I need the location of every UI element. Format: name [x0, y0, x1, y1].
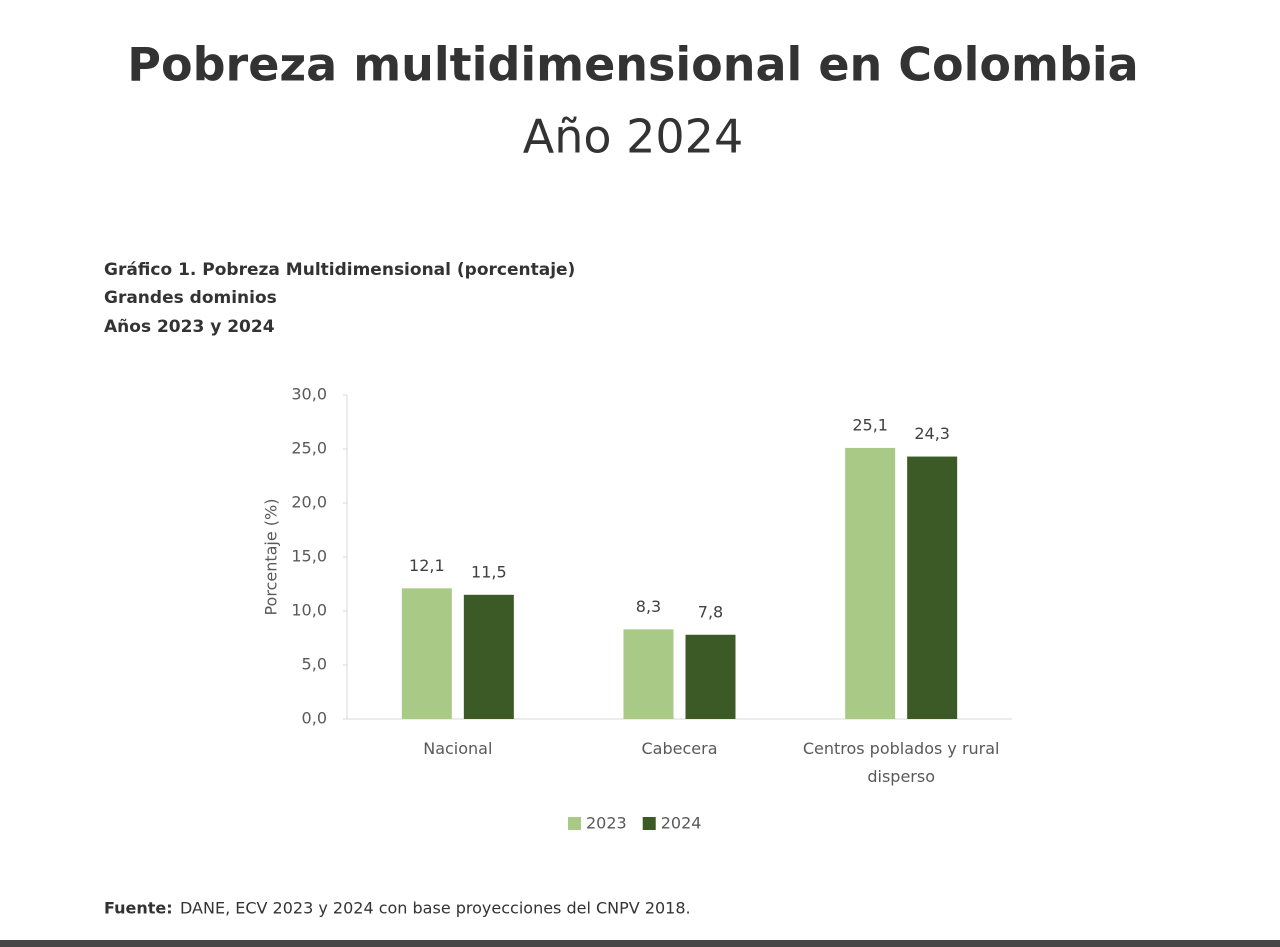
data-label: 7,8 [698, 602, 723, 621]
legend-label: 2024 [661, 814, 702, 833]
y-tick-label: 20,0 [291, 493, 327, 512]
legend-swatch [568, 817, 581, 830]
x-tick-label: Centros poblados y rural disperso [803, 739, 1000, 786]
bar [623, 629, 674, 719]
y-tick-label: 5,0 [302, 655, 327, 674]
chart-subtitle: Grandes dominios [104, 288, 277, 308]
data-label: 11,5 [471, 562, 507, 581]
bar [463, 594, 514, 719]
bar [845, 447, 896, 719]
page-title: Pobreza multidimensional en Colombia [127, 38, 1138, 92]
y-tick-label: 25,0 [291, 439, 327, 458]
data-label: 25,1 [852, 415, 888, 434]
page-subtitle: Año 2024 [523, 110, 743, 164]
bottom-bar [0, 940, 1280, 947]
bar [401, 588, 452, 719]
bar [907, 456, 958, 719]
chart-subtitle: Años 2023 y 2024 [104, 317, 275, 337]
y-tick-label: 0,0 [302, 709, 327, 728]
data-label: 12,1 [409, 556, 445, 575]
source-label: Fuente: [104, 899, 173, 918]
chart-title: Gráfico 1. Pobreza Multidimensional (por… [104, 260, 575, 280]
y-axis-label: Porcentaje (%) [262, 498, 281, 615]
legend-label: 2023 [586, 814, 627, 833]
x-tick-label: Nacional [423, 739, 492, 758]
bar [685, 634, 736, 719]
y-tick-label: 15,0 [291, 547, 327, 566]
source-text: DANE, ECV 2023 y 2024 con base proyeccio… [180, 899, 691, 918]
y-tick-label: 10,0 [291, 601, 327, 620]
data-label: 24,3 [914, 424, 950, 443]
x-tick-label: Cabecera [642, 739, 718, 758]
legend-swatch [642, 817, 656, 830]
data-label: 8,3 [636, 597, 661, 616]
y-tick-label: 30,0 [291, 385, 327, 404]
